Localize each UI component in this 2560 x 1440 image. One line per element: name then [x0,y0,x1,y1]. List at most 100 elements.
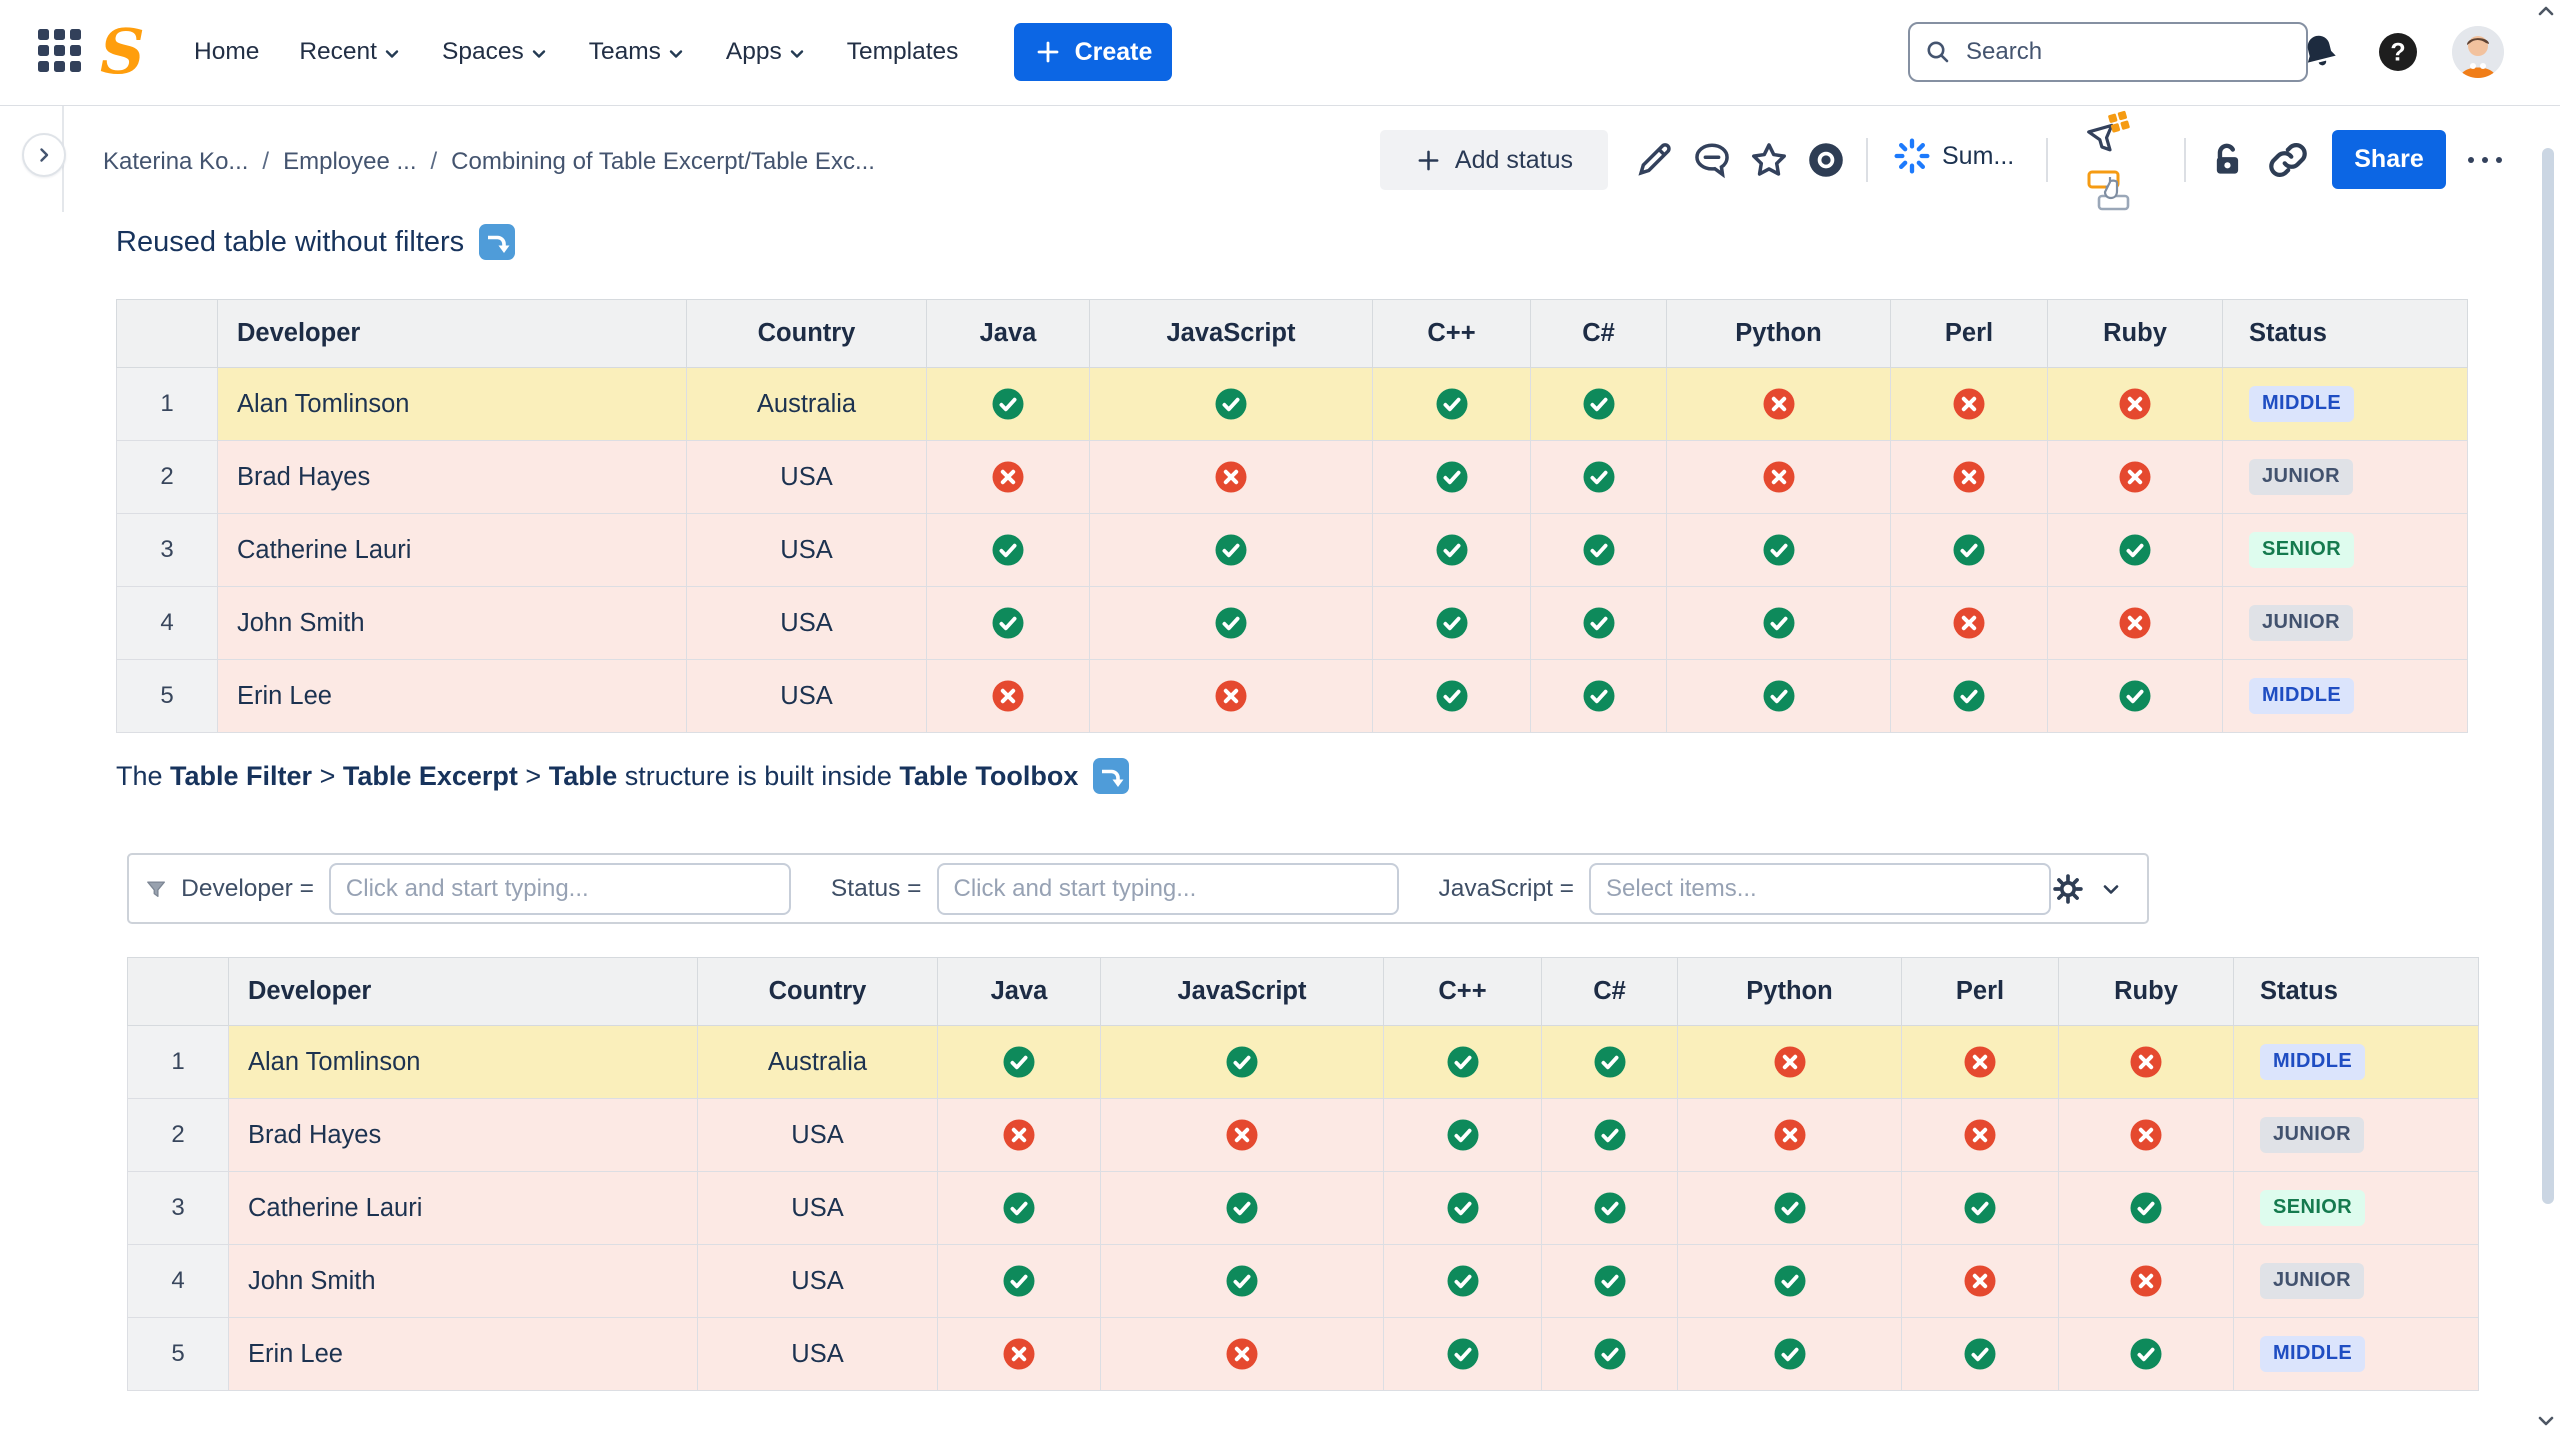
check-icon [1582,460,1616,494]
table-row: 3Catherine LauriUSASENIOR [128,1172,2479,1245]
status-badge: MIDDLE [2249,678,2354,714]
skill-cell [1373,368,1531,441]
developer-table: DeveloperCountryJavaJavaScriptC++C#Pytho… [116,299,2468,733]
check-icon [1446,1045,1480,1079]
help-icon[interactable]: ? [2374,28,2422,76]
row-number-cell: 2 [128,1099,229,1172]
nav-item-recent[interactable]: Recent [299,38,402,66]
create-button[interactable]: Create [1014,23,1172,81]
skill-cell [1101,1026,1384,1099]
skill-cell [927,587,1090,660]
gear-icon [2051,872,2085,906]
skill-cell [1902,1245,2059,1318]
check-icon [2129,1191,2163,1225]
check-icon [1446,1118,1480,1152]
plus-icon [1034,38,1062,66]
column-header-country: Country [687,300,927,368]
page-scrollbar[interactable] [2542,148,2554,1204]
check-icon [1446,1337,1480,1371]
skill-cell [1101,1099,1384,1172]
app-switcher-icon[interactable] [38,29,81,72]
row-number-cell: 2 [117,441,218,514]
filter-input-javascript[interactable] [1589,863,2051,915]
comments-icon[interactable] [1688,136,1736,184]
developer-cell: Catherine Lauri [229,1172,698,1245]
breadcrumb-item[interactable]: Combining of Table Excerpt/Table Exc... [451,148,875,176]
copy-link-icon[interactable] [2264,136,2312,184]
table-excerpt-include-icon[interactable] [479,224,515,260]
table-filter-app-icon[interactable] [2084,110,2130,165]
scrollbar-up-arrow[interactable] [2536,2,2556,25]
filter-settings-control[interactable] [2051,872,2123,906]
breadcrumb-item[interactable]: Employee ... [283,148,416,176]
country-cell: USA [698,1245,938,1318]
watch-eye-icon[interactable] [1802,136,1850,184]
user-avatar[interactable] [2452,26,2504,78]
table-row: 2Brad HayesUSAJUNIOR [128,1099,2479,1172]
skill-cell [1531,660,1667,733]
expand-sidebar-button[interactable] [22,133,66,177]
status-cell: MIDDLE [2223,368,2468,441]
search-input[interactable] [1964,37,2292,67]
check-icon [1963,1337,1997,1371]
skill-cell [1384,1172,1542,1245]
check-icon [1002,1045,1036,1079]
check-icon [1593,1191,1627,1225]
filter-input-developer[interactable] [329,863,791,915]
nav-item-teams[interactable]: Teams [589,38,686,66]
developer-cell: John Smith [229,1245,698,1318]
handy-macros-app-icon[interactable] [2086,168,2132,219]
product-logo[interactable]: S [100,16,145,88]
description-paragraph: The Table Filter > Table Excerpt > Table… [116,758,1129,794]
nav-item-home[interactable]: Home [194,38,259,66]
search-box[interactable] [1908,22,2308,82]
status-badge: MIDDLE [2260,1336,2365,1372]
breadcrumb-separator: / [262,148,269,176]
ai-sparkle-icon [1892,136,1932,176]
add-status-button[interactable]: Add status [1380,130,1608,190]
row-number-cell: 4 [117,587,218,660]
skill-cell [938,1172,1101,1245]
status-badge: JUNIOR [2249,605,2353,641]
check-icon [2118,533,2152,567]
create-button-label: Create [1075,38,1153,67]
table-row: 3Catherine LauriUSASENIOR [117,514,2468,587]
status-cell: SENIOR [2223,514,2468,587]
edit-pencil-icon[interactable] [1630,136,1678,184]
macro-name-bold: Table Excerpt [343,761,518,791]
filter-input-status[interactable] [937,863,1399,915]
cross-icon [1773,1118,1807,1152]
skill-cell [1678,1245,1902,1318]
cross-icon [1002,1337,1036,1371]
nav-item-apps[interactable]: Apps [726,38,807,66]
nav-item-templates[interactable]: Templates [847,38,959,66]
unlocked-padlock-icon[interactable] [2202,136,2250,184]
chevron-down-icon [666,44,686,64]
table-row: 1Alan TomlinsonAustraliaMIDDLE [117,368,2468,441]
column-header-javascript: JavaScript [1090,300,1373,368]
column-header-java: Java [938,958,1101,1026]
cross-icon [1214,460,1248,494]
nav-item-spaces[interactable]: Spaces [442,38,549,66]
developer-cell: Alan Tomlinson [229,1026,698,1099]
country-cell: USA [698,1318,938,1391]
more-actions-button[interactable] [2458,136,2512,184]
ai-summarize-button[interactable]: Sum... [1892,136,2014,176]
check-icon [1952,533,1986,567]
chevron-right-icon [35,146,53,164]
row-number-cell: 5 [128,1318,229,1391]
scrollbar-down-arrow[interactable] [2536,1412,2556,1435]
star-icon[interactable] [1745,136,1793,184]
breadcrumb-item[interactable]: Katerina Ko... [103,148,248,176]
skill-cell [2048,441,2223,514]
notifications-bell-icon[interactable] [2296,28,2344,76]
table-excerpt-include-icon[interactable] [1093,758,1129,794]
share-button[interactable]: Share [2332,130,2446,189]
cross-icon [2118,460,2152,494]
cross-icon [1002,1118,1036,1152]
column-header-javascript: JavaScript [1101,958,1384,1026]
column-header-c: C# [1531,300,1667,368]
nav-item-label: Spaces [442,38,524,66]
table-row: 2Brad HayesUSAJUNIOR [117,441,2468,514]
cross-icon [1952,387,1986,421]
